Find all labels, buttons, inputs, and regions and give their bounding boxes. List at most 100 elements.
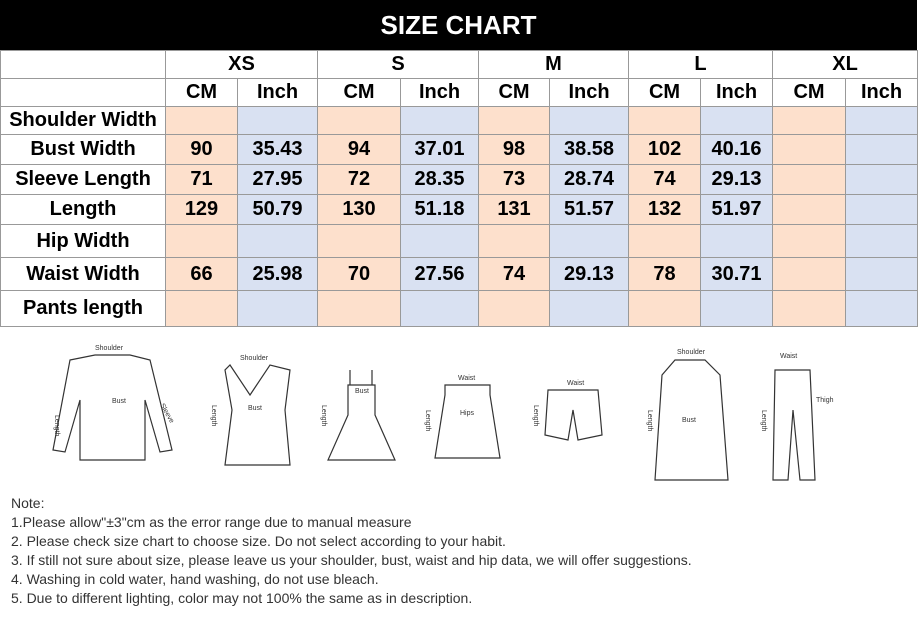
cell (772, 194, 847, 225)
cell (237, 224, 318, 258)
fig-label: Bust (355, 388, 369, 395)
cell: 27.95 (237, 164, 318, 195)
cell: 74 (478, 257, 550, 291)
cell: 72 (317, 164, 401, 195)
size-table: XS S M L XL CM Inch CM Inch CM Inch CM Inch CM Inch Sho… (0, 50, 919, 327)
cell: 98 (478, 134, 550, 165)
fig-label: Waist (458, 375, 475, 382)
unit-header: CM (478, 78, 550, 107)
cell: 38.58 (548, 134, 630, 165)
cell (845, 164, 919, 195)
cell (845, 106, 919, 135)
cell (772, 290, 847, 327)
cell: 131 (478, 194, 550, 225)
skirt: Waist Length Hips (424, 375, 501, 459)
data-row: Waist Width 66 25.98 70 27.56 74 29.13 78 30.71 (0, 257, 919, 291)
cell (317, 106, 401, 135)
row-label: Pants length (0, 290, 166, 327)
cell (548, 290, 630, 327)
note-item: 2. Please check size chart to choose siz… (11, 533, 506, 549)
pants: Waist Length Thigh (760, 353, 834, 481)
cell (400, 224, 479, 258)
fig-label: Length (532, 405, 539, 427)
cell (628, 106, 702, 135)
cell: 132 (628, 194, 702, 225)
cell (772, 257, 847, 291)
cell (845, 194, 919, 225)
data-row: Bust Width 90 35.43 94 37.01 98 38.58 102 40.16 (0, 134, 919, 165)
row-label: Waist Width (0, 257, 166, 291)
data-row: Sleeve Length 71 27.95 72 28.35 73 28.74 74 29.1… (0, 164, 919, 195)
unit-header: Inch (845, 78, 919, 107)
cell (165, 106, 238, 135)
cell: 29.13 (548, 257, 630, 291)
cell: 78 (628, 257, 702, 291)
fig-label: Length (210, 405, 217, 427)
data-row: Hip Width (0, 224, 919, 258)
data-row: Shoulder Width (0, 106, 919, 135)
cell (700, 106, 774, 135)
cell (845, 134, 919, 165)
notes: Note: 1.Please allow"±3"cm as the error r… (11, 494, 692, 608)
unit-header: Inch (400, 78, 479, 107)
cell: 51.97 (700, 194, 774, 225)
cell (237, 106, 318, 135)
cell (700, 224, 774, 258)
fig-label: Waist (567, 380, 584, 387)
cell (317, 224, 401, 258)
cell: 51.57 (548, 194, 630, 225)
data-row: Pants length (0, 290, 919, 327)
tank: Shoulder Length Bust (210, 355, 291, 466)
cell (548, 224, 630, 258)
cell (400, 290, 479, 327)
corner (0, 50, 166, 79)
cell: 70 (317, 257, 401, 291)
cell: 102 (628, 134, 702, 165)
unit-header: Inch (237, 78, 318, 107)
cell: 71 (165, 164, 238, 195)
fig-label: Hips (460, 410, 475, 417)
fig-label: Length (53, 415, 60, 437)
note-item: 4. Washing in cold water, hand washing, … (11, 571, 379, 587)
cell: 37.01 (400, 134, 479, 165)
note-item: 3. If still not sure about size, please … (11, 552, 692, 568)
cell (772, 134, 847, 165)
fig-label: Length (760, 410, 767, 432)
cell (700, 290, 774, 327)
cell: 90 (165, 134, 238, 165)
cell: 29.13 (700, 164, 774, 195)
cell (772, 224, 847, 258)
unit-header: Inch (700, 78, 774, 107)
unit-header: CM (317, 78, 401, 107)
size-row: XS S M L XL (0, 50, 919, 79)
unit-row: CM Inch CM Inch CM Inch CM Inch CM Inch (0, 78, 919, 107)
fig-label: Bust (682, 417, 696, 424)
row-label: Sleeve Length (0, 164, 166, 195)
fig-label: Waist (780, 353, 797, 360)
cell: 28.35 (400, 164, 479, 195)
shorts: Waist Length (532, 380, 603, 441)
unit-header: Inch (548, 78, 630, 107)
data-row: Length 129 50.79 130 51.18 131 51.57 132 51.97 (0, 194, 919, 225)
fig-label: Length (646, 410, 653, 432)
blouse: Shoulder Length Bust Sleeve (52, 345, 175, 461)
fig-label: Shoulder (240, 355, 269, 362)
cell (845, 290, 919, 327)
note-heading: Note: (11, 495, 45, 511)
cell: 66 (165, 257, 238, 291)
cell (772, 164, 847, 195)
cell: 129 (165, 194, 238, 225)
size-header: XL (772, 50, 919, 79)
cell (478, 106, 550, 135)
coat: Shoulder Bust Length (646, 349, 729, 481)
fig-label: Bust (248, 405, 262, 412)
fig-label: Thigh (816, 397, 834, 404)
cell (478, 290, 550, 327)
cell (628, 290, 702, 327)
corner (0, 78, 166, 107)
cell: 25.98 (237, 257, 318, 291)
size-header: M (477, 50, 630, 79)
size-header: S (317, 50, 479, 79)
unit-header: CM (165, 78, 238, 107)
